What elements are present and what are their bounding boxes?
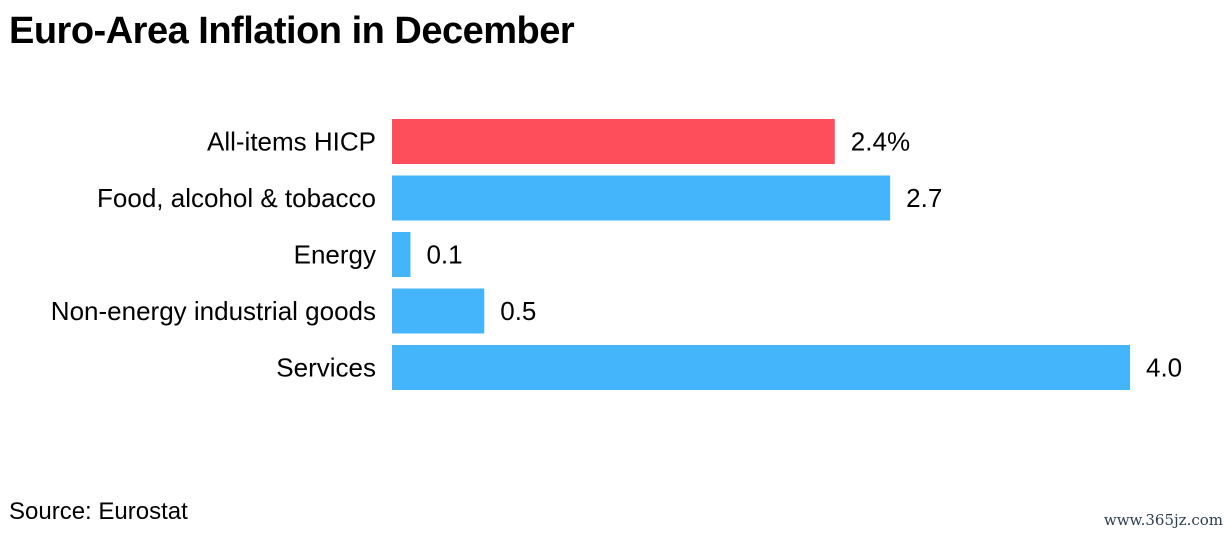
value-label: 0.5 (500, 296, 536, 326)
bar (392, 119, 835, 164)
category-label: Services (276, 353, 376, 383)
value-label: 0.1 (426, 240, 462, 270)
chart-title: Euro-Area Inflation in December (9, 10, 575, 52)
value-label: 2.7 (906, 183, 942, 213)
source-note: Source: Eurostat (9, 498, 188, 525)
value-label: 4.0 (1146, 353, 1182, 383)
bar (392, 288, 485, 334)
category-label: Energy (294, 240, 376, 270)
value-label: 2.4% (851, 127, 910, 157)
category-label: All-items HICP (207, 127, 376, 157)
category-label: Food, alcohol & tobacco (97, 183, 376, 213)
bar (392, 232, 411, 277)
bar (392, 175, 891, 221)
bar-chart: All-items HICP 2.4% Food, alcohol & tobacc… (51, 119, 1182, 390)
category-label: Non-energy industrial goods (51, 296, 376, 326)
watermark: www.365jz.com (1103, 511, 1223, 529)
bar (392, 345, 1130, 390)
